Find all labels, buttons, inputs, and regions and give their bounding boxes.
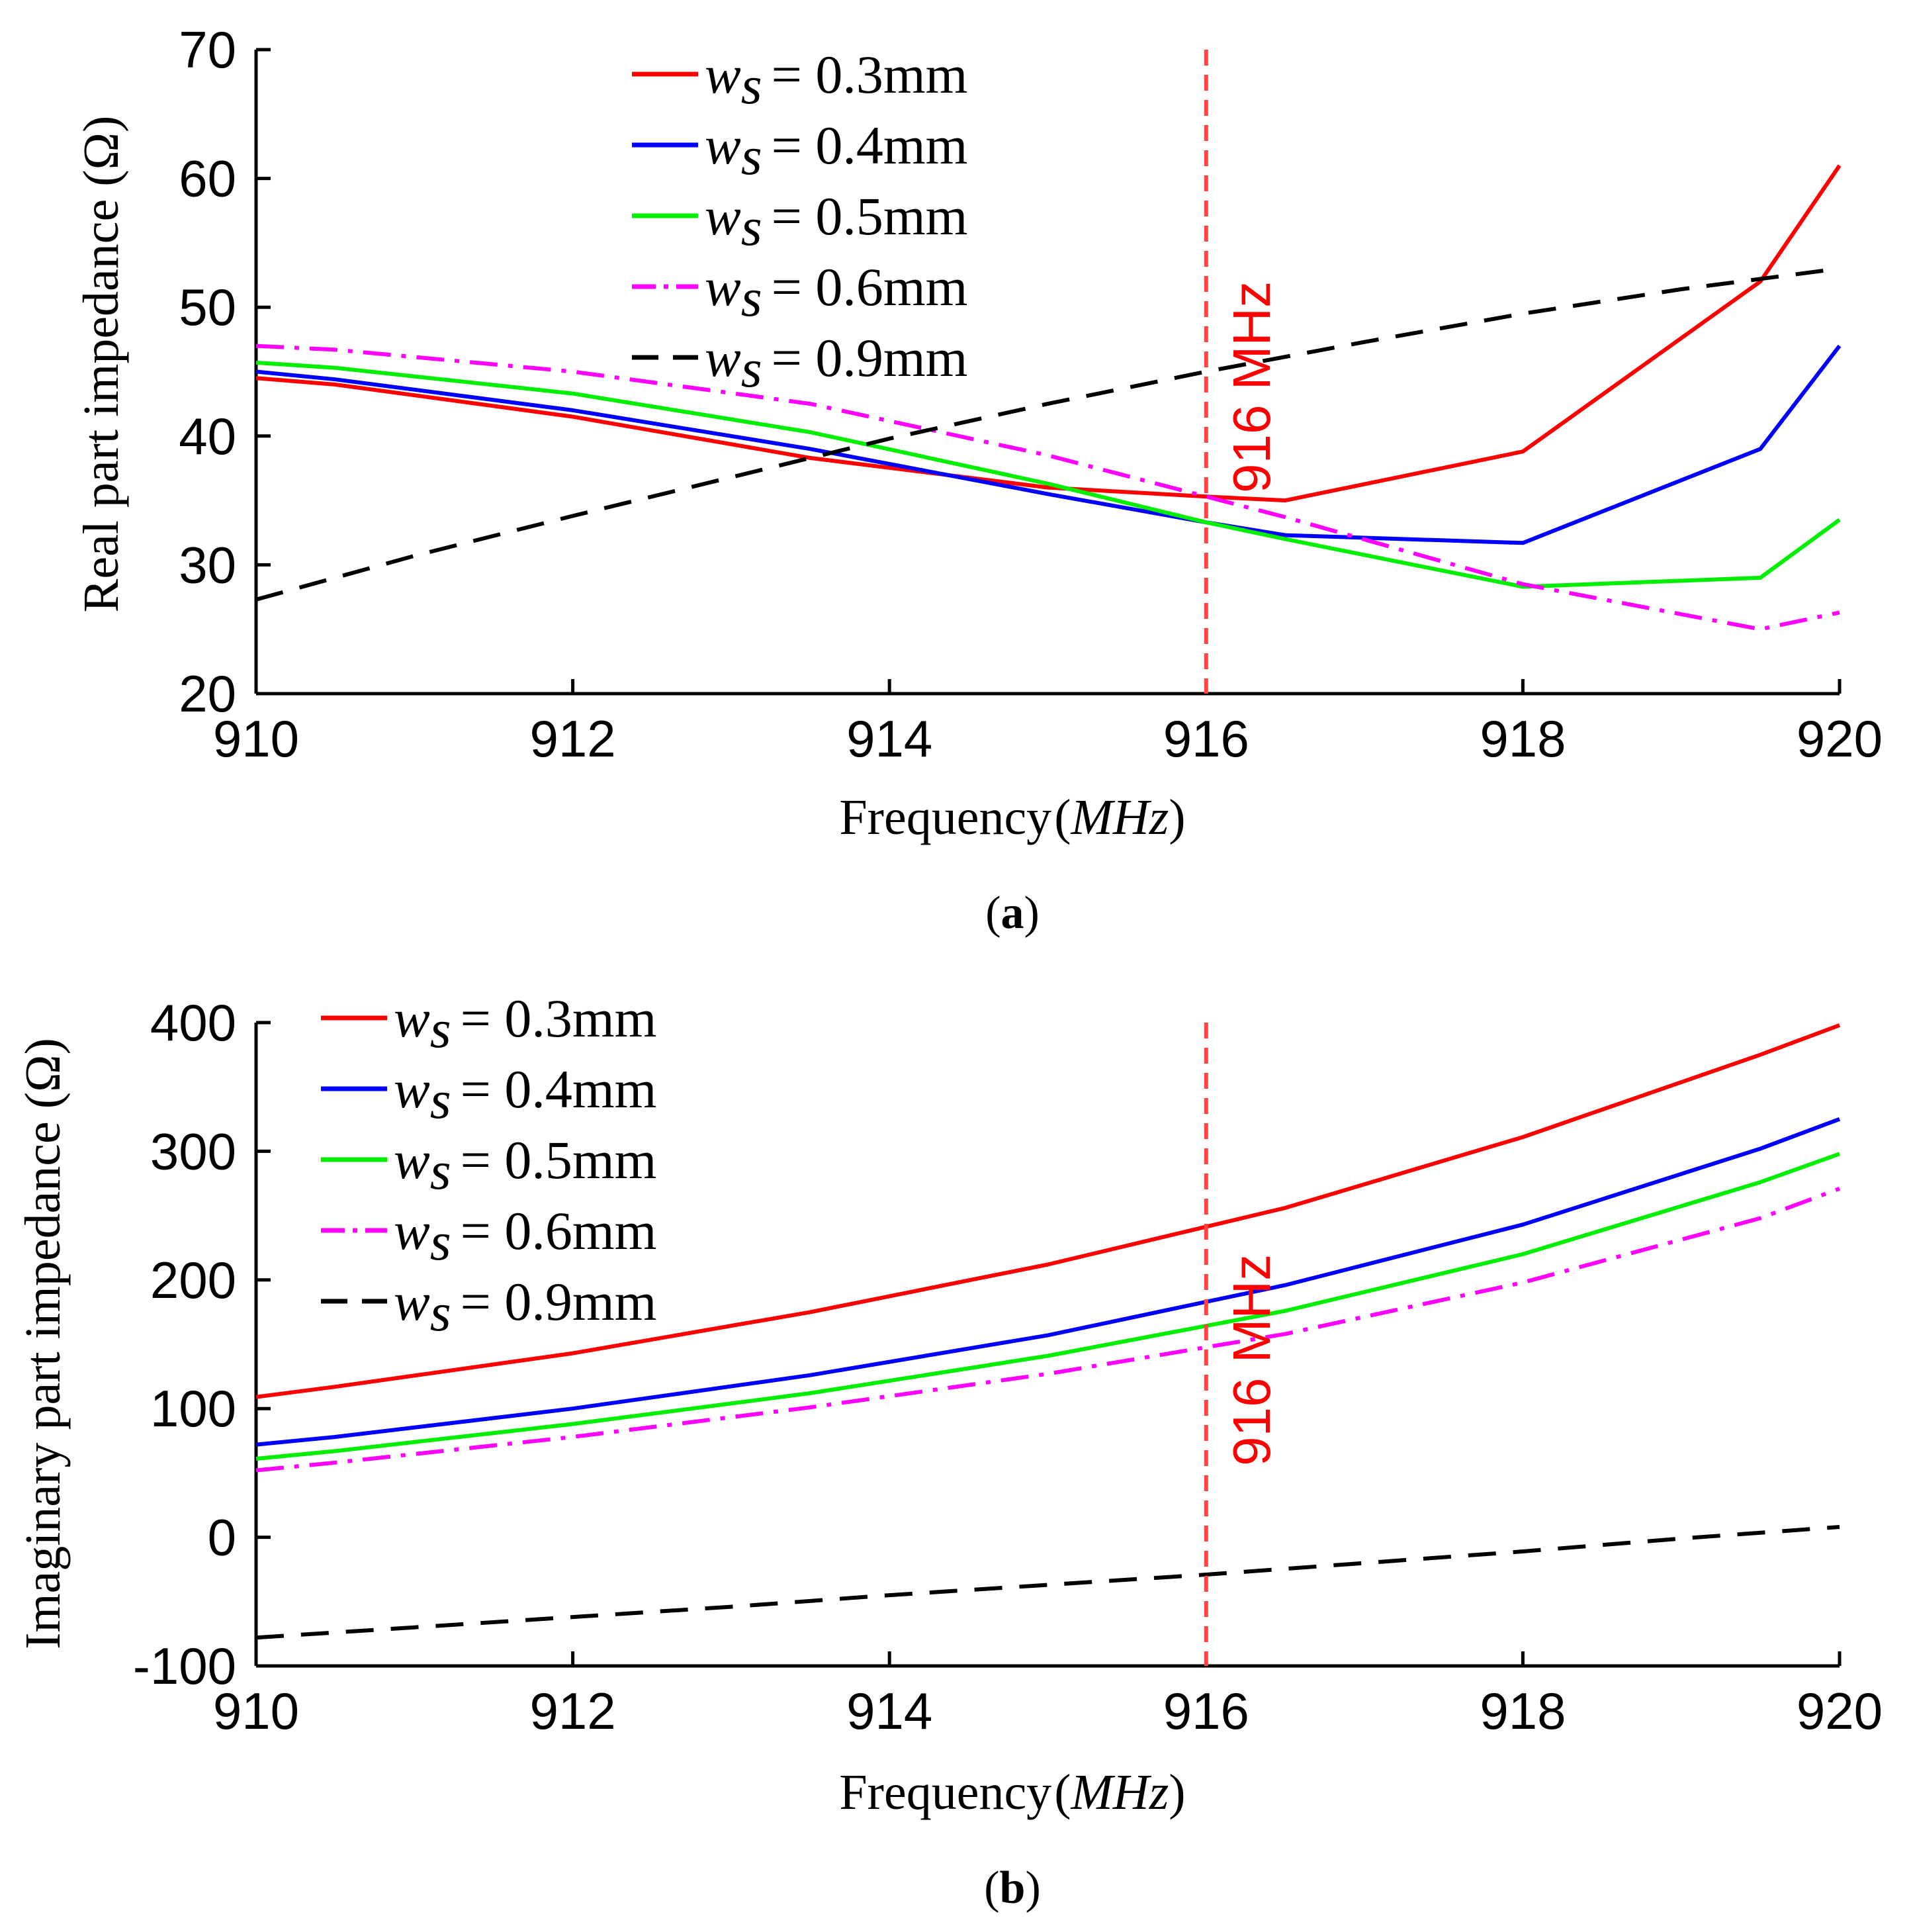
panel-b: Imaginary part impedance (Ω) Frequency (… (15, 988, 1883, 1913)
panel-a-xlabel-unit: MHz (1071, 790, 1169, 845)
panel-a-series-line (255, 164, 1842, 503)
panel-a-ytick-label: 70 (179, 21, 236, 79)
panel-a-xaxis-label: Frequency (MHz) (839, 790, 1185, 845)
panel-a-xtick-label: 918 (1480, 710, 1566, 768)
panel-a-xtick-label: 914 (846, 710, 932, 768)
panel-a-series-line (255, 344, 1840, 631)
panel-b-ytick-label: 400 (150, 993, 236, 1052)
panel-b-xtick-label: 918 (1480, 1682, 1566, 1740)
panel-b-caption: (b) (984, 1863, 1041, 1913)
panel-a-legend-label: ws = 0.5mm (705, 186, 967, 257)
panel-b-series-line (255, 1152, 1841, 1461)
panel-a-xtick-label: 920 (1797, 710, 1883, 768)
panel-b-xtick-label: 916 (1163, 1682, 1249, 1740)
panel-b-ytick-label: 200 (150, 1251, 236, 1309)
panel-b-ytick-label: 300 (150, 1122, 236, 1180)
panel-b-ylabel: Imaginary part impedance (Ω) (15, 1038, 71, 1649)
panel-a: Real part impedance (Ω) Frequency (MHz) … (73, 21, 1883, 939)
panel-b-xtick-label: 920 (1797, 1682, 1883, 1740)
svg-text:Frequency (MHz): Frequency (MHz) (839, 790, 1185, 845)
panel-a-ytick-label: 60 (179, 150, 236, 208)
panel-a-legend-label: ws = 0.4mm (705, 115, 967, 186)
panel-b-series-line (255, 1023, 1841, 1399)
panel-b-legend-label: ws = 0.3mm (394, 988, 656, 1059)
panel-a-ytick-label: 20 (179, 665, 236, 723)
panel-a-xtick-label: 912 (530, 710, 616, 768)
panel-a-legend-label: ws = 0.6mm (705, 257, 967, 328)
panel-a-yaxis-label: Real part impedance (Ω) (73, 116, 129, 613)
panel-a-ytick-label: 40 (179, 407, 236, 465)
panel-b-legend-label: ws = 0.9mm (394, 1271, 656, 1342)
panel-b-legend-label: ws = 0.5mm (394, 1130, 656, 1201)
panel-a-ytick-label: 30 (179, 535, 236, 594)
panel-b-ytick-label: 0 (208, 1508, 236, 1567)
panel-a-legend-label: ws = 0.3mm (705, 44, 967, 115)
panel-b-xtick-label: 910 (213, 1682, 299, 1740)
panel-a-caption: (a) (985, 888, 1040, 939)
panel-b-marker-label: 916 MHz (1222, 1254, 1281, 1466)
panel-a-legend-label: ws = 0.9mm (705, 328, 967, 398)
panel-b-xlabel-unit: MHz (1071, 1765, 1169, 1820)
panel-a-series-line (255, 344, 1842, 545)
panel-a-marker-label: 916 MHz (1222, 281, 1281, 493)
panel-b-legend-label: ws = 0.6mm (394, 1201, 656, 1271)
panel-b-xlabel: Frequency (839, 1765, 1051, 1820)
panel-b-yaxis-label: Imaginary part impedance (Ω) (15, 1038, 71, 1649)
panel-b-xtick-label: 914 (846, 1682, 932, 1740)
panel-a-xtick-label: 910 (213, 710, 299, 768)
panel-b-series-line (255, 1525, 1840, 1640)
svg-text:Frequency (MHz): Frequency (MHz) (839, 1765, 1185, 1820)
panel-b-legend-label: ws = 0.4mm (394, 1059, 656, 1130)
panel-a-ylabel: Real part impedance (Ω) (73, 116, 129, 613)
panel-b-xtick-label: 912 (530, 1682, 616, 1740)
panel-b-xaxis-label: Frequency (MHz) (839, 1765, 1185, 1820)
panel-b-ytick-label: 100 (150, 1379, 236, 1438)
panel-a-xtick-label: 916 (1163, 710, 1249, 768)
panel-b-series-line (255, 1117, 1841, 1447)
panel-a-series-line (255, 360, 1841, 589)
panel-a-xlabel: Frequency (839, 790, 1051, 845)
panel-a-series-line (255, 266, 1840, 602)
panel-a-ytick-label: 50 (179, 278, 236, 336)
panel-b-ytick-label: -100 (133, 1637, 236, 1695)
